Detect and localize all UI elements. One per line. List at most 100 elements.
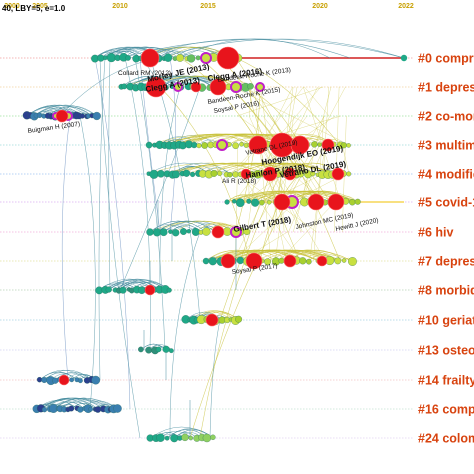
citation-burst-node[interactable] [283, 254, 297, 268]
cluster-label-5[interactable]: #5 covid-1 [418, 196, 474, 210]
reference-node[interactable] [235, 198, 245, 208]
reference-node[interactable] [348, 257, 357, 266]
centrality-ring-node[interactable] [230, 81, 242, 93]
reference-node[interactable] [259, 199, 265, 206]
reference-node[interactable] [196, 143, 202, 149]
cluster-label-24[interactable]: #24 colom [418, 432, 474, 446]
reference-node[interactable] [166, 287, 172, 293]
citation-burst-node[interactable] [211, 225, 225, 239]
reference-node[interactable] [121, 83, 128, 90]
reference-node[interactable] [187, 54, 196, 63]
citation-burst-node[interactable] [273, 193, 291, 211]
citation-burst-node[interactable] [144, 284, 156, 296]
reference-node[interactable] [202, 433, 212, 443]
reference-node[interactable] [297, 170, 305, 178]
cluster-label-10[interactable]: #10 geriat [418, 314, 474, 328]
reference-node[interactable] [278, 257, 285, 264]
citation-burst-node[interactable] [248, 135, 268, 155]
reference-node[interactable] [162, 345, 170, 353]
reference-node[interactable] [202, 227, 211, 236]
cluster-labels[interactable]: #0 compre #1 depres #2 co-mor #3 multim #4 m… [418, 52, 474, 446]
citation-burst-node[interactable] [55, 109, 69, 123]
reference-node[interactable] [311, 141, 318, 148]
reference-node[interactable] [172, 170, 180, 179]
reference-node[interactable] [349, 199, 356, 206]
reference-node[interactable] [152, 228, 162, 237]
citation-burst-node[interactable] [262, 166, 278, 182]
citation-burst-node[interactable] [58, 374, 70, 386]
reference-node[interactable] [92, 111, 101, 121]
citation-burst-node[interactable] [190, 81, 202, 93]
citation-burst-node[interactable] [327, 193, 345, 211]
reference-node[interactable] [317, 142, 322, 147]
reference-node[interactable] [334, 257, 342, 265]
reference-node[interactable] [125, 55, 131, 61]
reference-node[interactable] [41, 407, 48, 413]
reference-node[interactable] [88, 406, 94, 412]
reference-node[interactable] [306, 258, 312, 265]
cluster-label-3[interactable]: #3 multim [418, 139, 474, 153]
reference-node[interactable] [77, 378, 83, 384]
reference-node[interactable] [235, 315, 243, 323]
reference-node[interactable] [299, 257, 307, 265]
cluster-label-6[interactable]: #6 hiv [418, 226, 453, 240]
reference-node[interactable] [232, 199, 237, 204]
reference-node[interactable] [224, 199, 230, 205]
reference-node[interactable] [176, 53, 184, 62]
reference-node[interactable] [168, 348, 174, 354]
reference-node[interactable] [239, 141, 244, 147]
reference-node[interactable] [236, 256, 245, 265]
reference-node[interactable] [149, 169, 159, 179]
reference-node[interactable] [181, 433, 189, 442]
reference-node[interactable] [189, 171, 196, 178]
reference-node[interactable] [208, 257, 217, 266]
centrality-ring-node[interactable] [255, 82, 265, 92]
reference-node[interactable] [310, 171, 316, 177]
citation-burst-node[interactable] [216, 46, 240, 70]
cluster-label-7[interactable]: #7 depres [418, 255, 474, 269]
reference-node[interactable] [155, 346, 162, 353]
cluster-label-0[interactable]: #0 compre [418, 52, 474, 66]
cluster-label-14[interactable]: #14 frailty [418, 374, 474, 388]
reference-node[interactable] [77, 406, 84, 413]
reference-node[interactable] [195, 55, 201, 61]
reference-node[interactable] [202, 257, 210, 265]
citation-burst-node[interactable] [209, 78, 227, 96]
reference-node[interactable] [41, 376, 48, 383]
reference-node[interactable] [36, 112, 43, 118]
reference-node[interactable] [157, 169, 165, 178]
reference-node[interactable] [68, 405, 75, 412]
reference-node[interactable] [232, 171, 239, 178]
reference-node[interactable] [94, 406, 102, 413]
citation-burst-node[interactable] [290, 135, 310, 155]
reference-node[interactable] [159, 228, 168, 237]
reference-node[interactable] [346, 171, 352, 177]
reference-node[interactable] [168, 229, 173, 234]
citation-burst-node[interactable] [321, 138, 335, 152]
reference-node[interactable] [246, 198, 252, 204]
reference-node[interactable] [146, 228, 154, 236]
citation-burst-node[interactable] [205, 313, 219, 327]
citation-burst-node[interactable] [245, 252, 263, 270]
reference-nodes[interactable] [22, 46, 408, 443]
centrality-ring-node[interactable] [173, 82, 183, 92]
reference-node[interactable] [266, 199, 272, 205]
cluster-label-4[interactable]: #4 modifie [418, 168, 474, 182]
reference-node[interactable] [172, 229, 180, 237]
citation-burst-node[interactable] [220, 253, 236, 269]
reference-node[interactable] [138, 346, 144, 353]
reference-node[interactable] [163, 53, 173, 62]
reference-node[interactable] [247, 83, 254, 90]
reference-node[interactable] [103, 55, 108, 61]
citation-burst-node[interactable] [316, 255, 328, 267]
reference-node[interactable] [170, 434, 179, 443]
reference-node[interactable] [79, 113, 85, 119]
reference-node[interactable] [69, 377, 75, 383]
reference-node[interactable] [113, 404, 122, 413]
reference-node[interactable] [210, 434, 216, 440]
reference-node[interactable] [227, 172, 233, 178]
reference-node[interactable] [164, 435, 170, 441]
reference-node[interactable] [91, 375, 101, 385]
